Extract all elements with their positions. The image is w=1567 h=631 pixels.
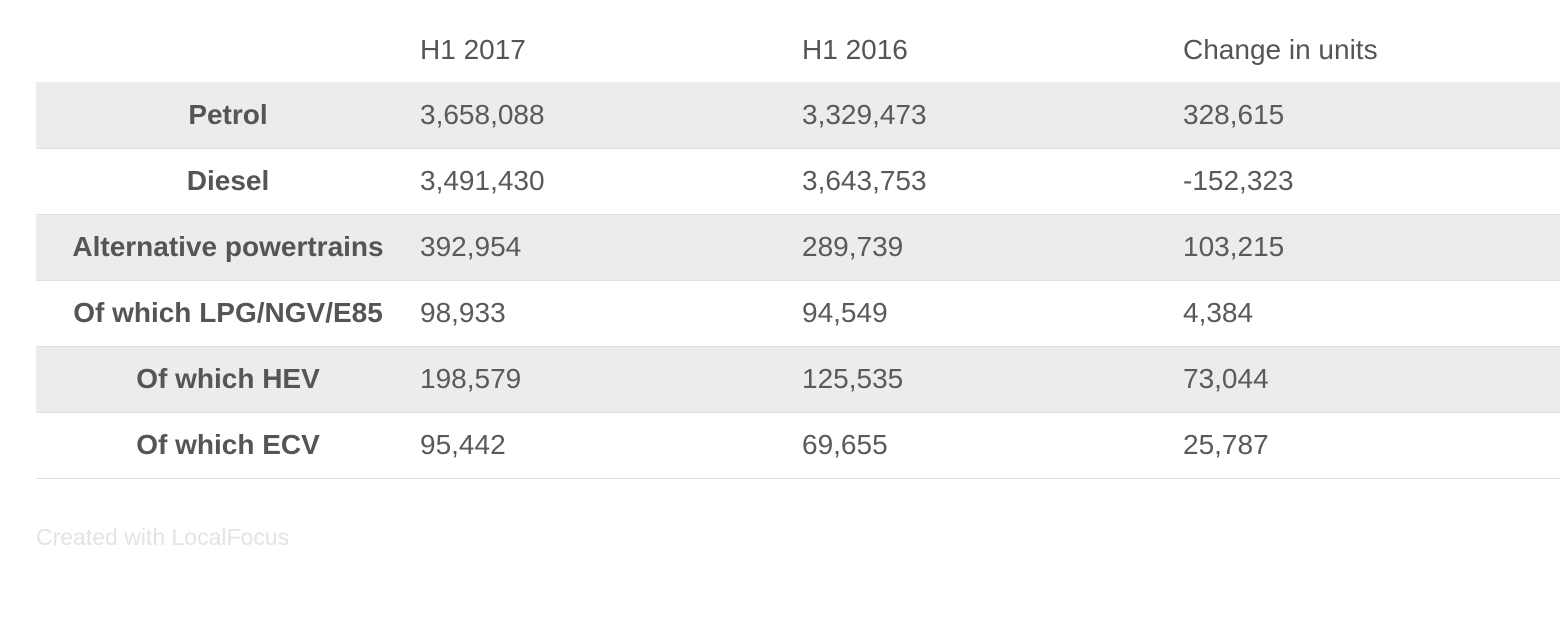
header-cell-h1-2016: H1 2016 <box>802 34 908 65</box>
table-row: Of which LPG/NGV/E85 98,933 94,549 4,384 <box>36 280 1560 347</box>
header-cell-change: Change in units <box>1183 34 1378 65</box>
data-table-container: H1 2017 H1 2016 Change in units Petrol 3… <box>36 18 1560 479</box>
cell-change: -152,323 <box>1183 148 1560 215</box>
cell-change: 25,787 <box>1183 412 1560 479</box>
cell-h1-2017: 3,491,430 <box>420 148 802 215</box>
table-row: Alternative powertrains 392,954 289,739 … <box>36 214 1560 281</box>
cell-h1-2016: 3,329,473 <box>802 82 1183 149</box>
table-row: Of which HEV 198,579 125,535 73,044 <box>36 346 1560 413</box>
table-row: Petrol 3,658,088 3,329,473 328,615 <box>36 82 1560 149</box>
header-row: H1 2017 H1 2016 Change in units <box>36 18 1560 82</box>
header-cell-h1-2017: H1 2017 <box>420 34 526 65</box>
cell-h1-2017: 3,658,088 <box>420 82 802 149</box>
row-label: Diesel <box>36 148 420 215</box>
cell-h1-2016: 125,535 <box>802 346 1183 413</box>
cell-change: 73,044 <box>1183 346 1560 413</box>
credit-link[interactable]: Created with LocalFocus <box>36 524 290 550</box>
table-body: Petrol 3,658,088 3,329,473 328,615 Diese… <box>36 82 1560 479</box>
table-row: Diesel 3,491,430 3,643,753 -152,323 <box>36 148 1560 215</box>
cell-h1-2016: 94,549 <box>802 280 1183 347</box>
cell-change: 328,615 <box>1183 82 1560 149</box>
row-label: Alternative powertrains <box>36 214 420 281</box>
cell-h1-2016: 69,655 <box>802 412 1183 479</box>
row-label: Of which LPG/NGV/E85 <box>36 280 420 347</box>
row-label: Of which ECV <box>36 412 420 479</box>
cell-h1-2016: 289,739 <box>802 214 1183 281</box>
cell-h1-2017: 98,933 <box>420 280 802 347</box>
cell-h1-2017: 392,954 <box>420 214 802 281</box>
row-label: Of which HEV <box>36 346 420 413</box>
data-table: H1 2017 H1 2016 Change in units Petrol 3… <box>36 18 1560 479</box>
cell-change: 4,384 <box>1183 280 1560 347</box>
row-label: Petrol <box>36 82 420 149</box>
cell-change: 103,215 <box>1183 214 1560 281</box>
cell-h1-2017: 198,579 <box>420 346 802 413</box>
cell-h1-2017: 95,442 <box>420 412 802 479</box>
table-row: Of which ECV 95,442 69,655 25,787 <box>36 412 1560 479</box>
cell-h1-2016: 3,643,753 <box>802 148 1183 215</box>
table-header: H1 2017 H1 2016 Change in units <box>36 18 1560 82</box>
header-cell-label <box>36 18 420 82</box>
